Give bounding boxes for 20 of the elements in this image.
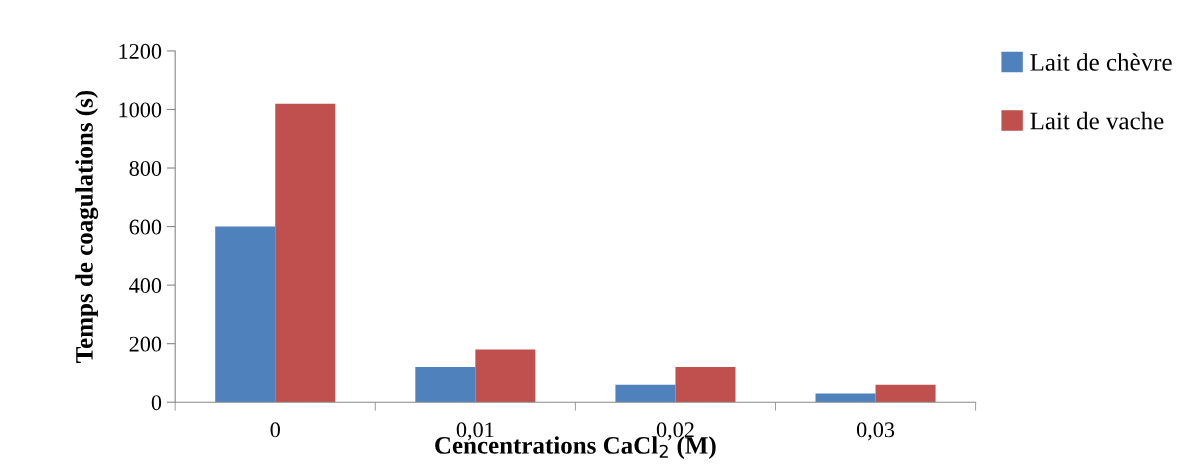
y-tick-label: 0 [151,395,162,411]
bar [675,367,736,403]
legend-label: Lait de vache [1030,111,1164,130]
bar [415,367,476,403]
bar [815,393,876,403]
y-tick-label: 400 [129,278,162,294]
y-tick-label: 800 [129,160,162,176]
legend-label: Lait de chèvre [1030,53,1172,71]
y-tick-label: 600 [129,219,162,235]
bar [475,349,536,403]
x-tick-label: 0,03 [856,422,895,441]
bar [275,103,336,403]
y-tick-label: 200 [129,336,162,352]
bar [875,384,936,403]
bar [215,226,276,403]
x-tick-label: 0 [270,422,280,438]
y-tick-label: 1200 [119,43,162,59]
y-axis-title: Temps de coagulations (s) [75,90,99,363]
bar [615,384,676,403]
y-tick-label: 1000 [119,102,162,118]
